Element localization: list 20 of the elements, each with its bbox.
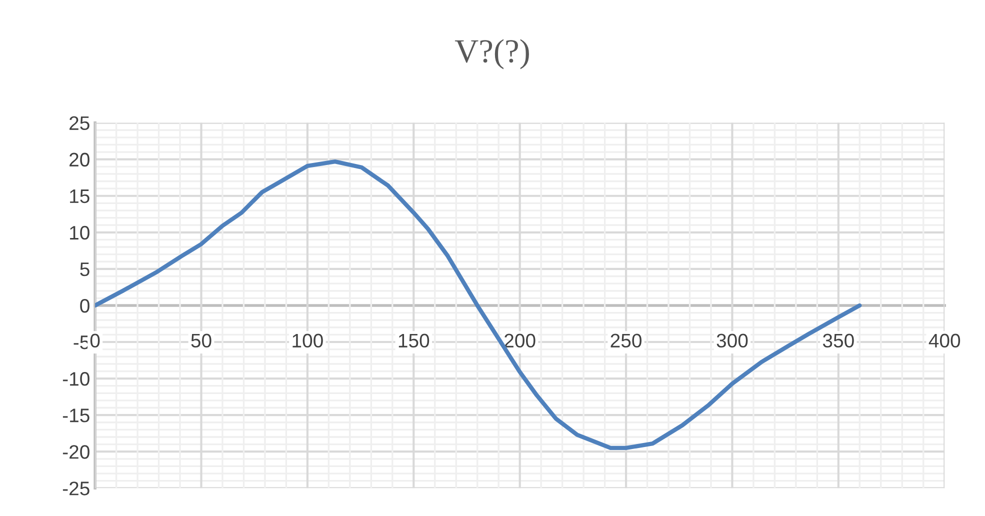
y-tick-label: 5 xyxy=(80,262,90,276)
x-tick-label: 100 xyxy=(292,334,323,348)
x-tick-label: 350 xyxy=(822,334,854,348)
y-tick-label: 10 xyxy=(70,226,90,240)
y-tick-label: 15 xyxy=(70,190,90,204)
x-tick-label: 0 xyxy=(90,334,100,348)
y-tick-label: -15 xyxy=(62,408,90,422)
x-tick-label: 150 xyxy=(398,334,430,348)
y-tick-label: 20 xyxy=(70,152,90,167)
y-tick-label: -20 xyxy=(62,445,90,459)
y-tick-label: 25 xyxy=(70,116,90,130)
x-tick-label: 250 xyxy=(610,334,642,348)
x-tick-label: 200 xyxy=(504,334,536,348)
y-tick-label: 0 xyxy=(80,298,90,313)
y-tick-label: -10 xyxy=(62,372,90,386)
y-tick-label: -25 xyxy=(62,482,90,496)
x-tick-label: 50 xyxy=(191,334,212,348)
x-tick-label: 400 xyxy=(928,334,960,348)
chart-title: V?(?) xyxy=(454,39,529,70)
x-tick-label: 300 xyxy=(716,334,748,348)
